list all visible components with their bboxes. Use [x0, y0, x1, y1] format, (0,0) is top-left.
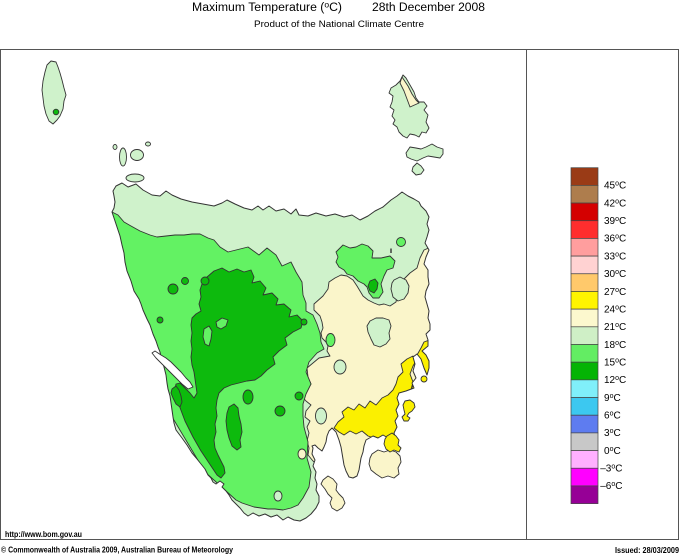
svg-text:42oC: 42oC	[604, 198, 626, 209]
svg-text:Issued: 28/03/2009: Issued: 28/03/2009	[615, 545, 679, 555]
svg-text:21oC: 21oC	[604, 322, 626, 333]
svg-text:9oC: 9oC	[604, 393, 621, 404]
svg-text:–3oC: –3oC	[600, 464, 622, 475]
svg-text:© Commonwealth of Australia 20: © Commonwealth of Australia 2009, Austra…	[1, 545, 233, 555]
svg-text:Maximum Temperature (oC): Maximum Temperature (oC)	[192, 1, 342, 15]
svg-text:6oC: 6oC	[604, 411, 621, 422]
svg-text:0oC: 0oC	[604, 446, 621, 457]
svg-text:30oC: 30oC	[604, 269, 626, 280]
svg-text:36oC: 36oC	[604, 234, 626, 245]
svg-text:39oC: 39oC	[604, 216, 626, 227]
svg-text:33oC: 33oC	[604, 251, 626, 262]
svg-text:27oC: 27oC	[604, 287, 626, 298]
svg-text:3oC: 3oC	[604, 428, 621, 439]
svg-text:15oC: 15oC	[604, 357, 626, 368]
svg-text:–6oC: –6oC	[600, 481, 622, 492]
svg-text:24oC: 24oC	[604, 304, 626, 315]
svg-text:18oC: 18oC	[604, 340, 626, 351]
svg-text:28th December 2008: 28th December 2008	[372, 2, 485, 14]
svg-text:12oC: 12oC	[604, 375, 626, 386]
svg-text:http://www.bom.gov.au: http://www.bom.gov.au	[5, 529, 82, 539]
svg-text:45oC: 45oC	[604, 181, 626, 192]
svg-text:Product of the National Climat: Product of the National Climate Centre	[254, 19, 424, 30]
